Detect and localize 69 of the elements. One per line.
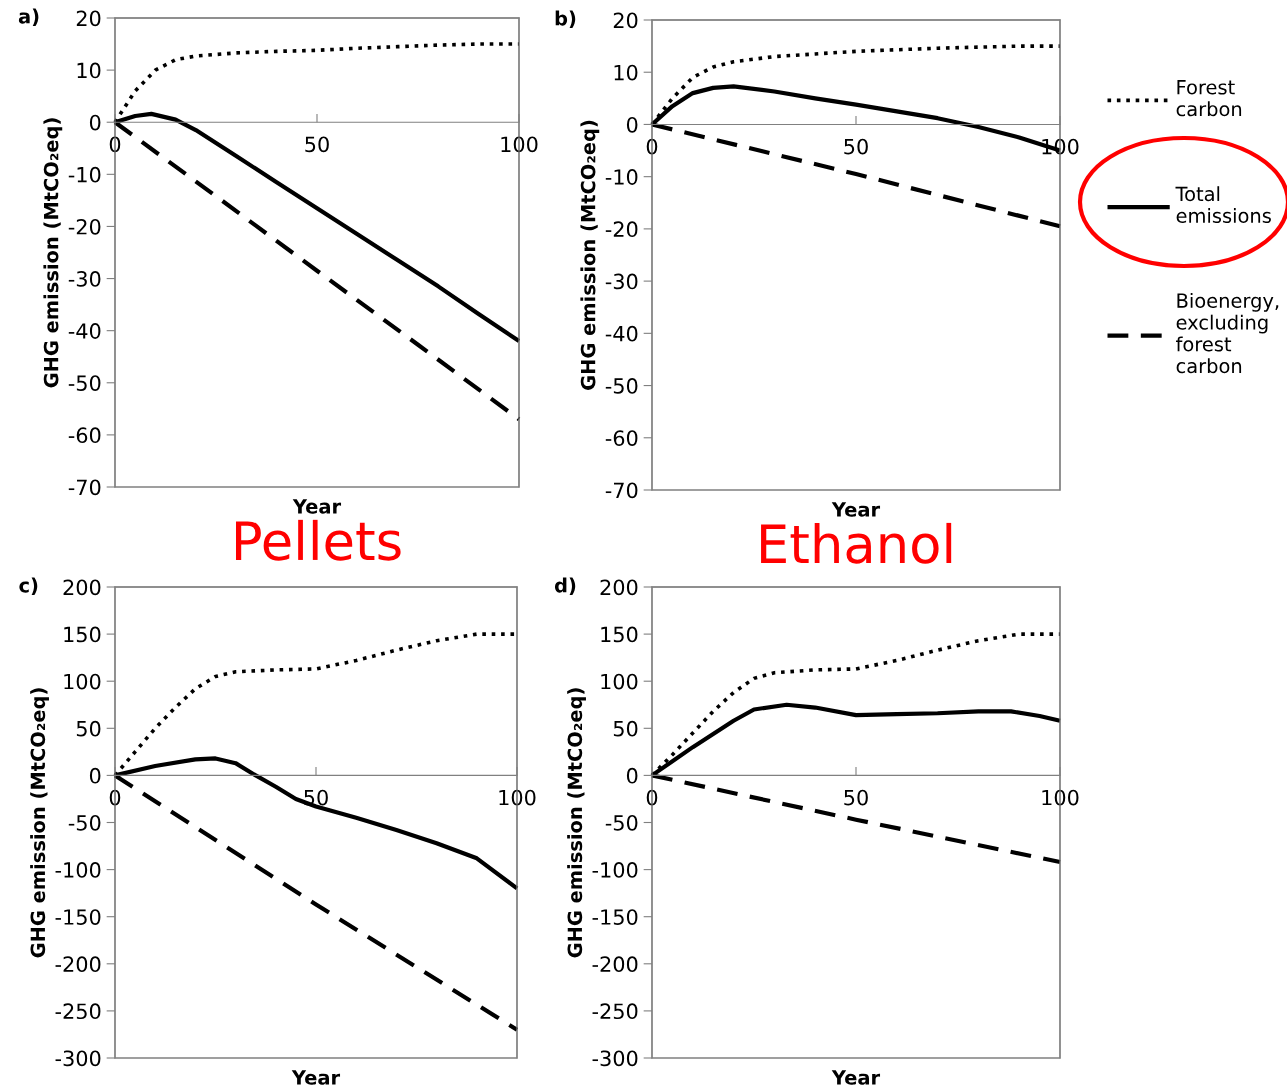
y-tick-label: 20 <box>76 10 101 27</box>
y-tick-label: 10 <box>77 62 101 79</box>
y-tick-label: 200 <box>600 579 638 596</box>
y-tick-label: 100 <box>64 673 101 690</box>
y-tick-label: 10 <box>614 64 638 81</box>
x-axis-title: Year <box>831 1070 881 1085</box>
x-tick-label: 100 <box>499 789 536 806</box>
chart-title: b) <box>555 10 576 28</box>
y-tick-label: -50 <box>68 375 101 391</box>
legend-label: Total emissions <box>1175 186 1271 224</box>
chart-title: c) <box>19 577 38 595</box>
y-tick-label: 50 <box>76 720 101 737</box>
legend-label: Bioenergy, excluding forest carbon <box>1176 292 1279 374</box>
y-tick-label: -60 <box>68 427 101 444</box>
y-tick-label: -300 <box>55 1050 101 1067</box>
y-axis-title: GHG emission (MtCO₂eq) <box>43 118 63 388</box>
y-tick-label: 0 <box>626 116 638 133</box>
x-tick-label: 50 <box>305 136 329 153</box>
x-axis-title: Year <box>292 499 342 514</box>
y-tick-label: -50 <box>68 814 101 831</box>
y-tick-label: -150 <box>592 909 638 925</box>
y-tick-label: -250 <box>592 1003 638 1020</box>
y-tick-label: 0 <box>89 114 101 131</box>
x-tick-label: 0 <box>646 789 658 806</box>
y-tick-label: -100 <box>55 862 101 878</box>
y-tick-label: -100 <box>592 862 638 878</box>
y-tick-label: 150 <box>601 626 638 643</box>
y-tick-label: -70 <box>605 482 638 499</box>
x-tick-label: 0 <box>109 789 121 806</box>
y-tick-label: -30 <box>68 271 101 287</box>
chart-title: d) <box>554 577 576 595</box>
y-tick-label: 150 <box>64 626 101 643</box>
y-tick-label: -40 <box>605 325 638 342</box>
y-tick-label: -10 <box>68 166 101 183</box>
x-axis-title: Year <box>831 502 881 517</box>
x-tick-label: 100 <box>1042 789 1079 806</box>
y-tick-label: 0 <box>626 767 638 784</box>
chart-title: a) <box>18 8 39 26</box>
y-tick-label: -300 <box>592 1050 638 1067</box>
y-tick-label: -50 <box>605 814 638 831</box>
y-tick-label: -20 <box>68 218 101 235</box>
y-tick-label: -250 <box>55 1003 101 1020</box>
y-tick-label: -30 <box>605 273 638 290</box>
y-axis-title: GHG emission (MtCO₂eq) <box>30 688 49 958</box>
text: Ethanol <box>761 522 952 564</box>
x-tick-label: 0 <box>109 136 121 153</box>
y-tick-label: 0 <box>89 767 101 784</box>
y-tick-label: -70 <box>68 479 101 496</box>
y-tick-label: -20 <box>605 221 638 238</box>
y-tick-label: -10 <box>605 169 638 185</box>
y-tick-label: -150 <box>55 909 101 925</box>
y-tick-label: -200 <box>55 956 101 973</box>
y-axis-title: GHG emission (MtCO₂eq) <box>580 120 600 390</box>
x-tick-label: 50 <box>844 138 868 155</box>
y-tick-label: 20 <box>613 12 638 29</box>
y-tick-label: -50 <box>605 378 638 394</box>
y-tick-label: 50 <box>613 720 638 737</box>
legend-label: Forest carbon <box>1176 80 1242 117</box>
y-tick-label: -60 <box>605 430 638 446</box>
x-axis-title: Year <box>291 1070 341 1085</box>
text: Pellets <box>235 519 401 561</box>
y-tick-label: 100 <box>601 673 638 690</box>
y-axis-title: GHG emission (MtCO₂eq) <box>567 688 586 958</box>
y-tick-label: -200 <box>592 956 638 973</box>
x-tick-label: 50 <box>844 789 868 806</box>
x-tick-label: 100 <box>501 136 538 153</box>
x-tick-label: 0 <box>646 138 658 155</box>
y-tick-label: 200 <box>63 579 101 596</box>
y-tick-label: -40 <box>68 323 101 339</box>
